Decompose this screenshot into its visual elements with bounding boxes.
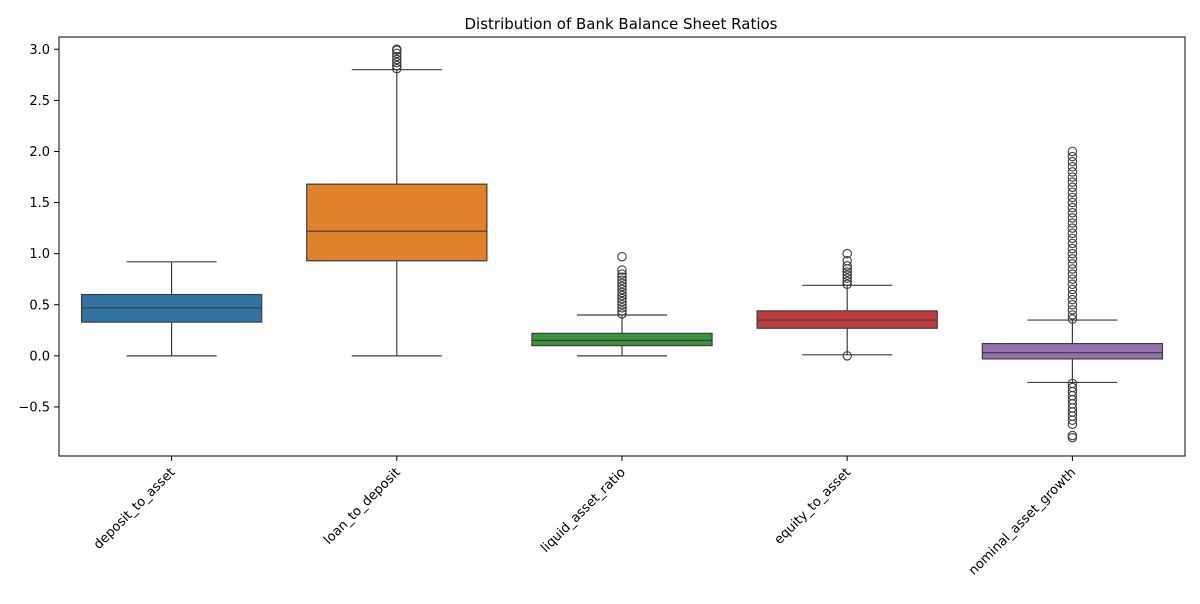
outlier-point [392, 54, 402, 65]
outlier-point [1067, 274, 1078, 284]
box-iqr [981, 342, 1164, 360]
outlier-point [1067, 182, 1078, 192]
y-tick-label: 1.5 [29, 196, 50, 211]
outlier-point [1067, 430, 1078, 441]
outlier-point [617, 287, 627, 298]
outlier-point [392, 51, 402, 62]
outlier-point [1067, 279, 1078, 290]
x-tick-label: loan_to_deposit [321, 465, 404, 548]
outlier-point [842, 276, 852, 286]
outlier-point [1067, 238, 1078, 249]
outlier-point [842, 261, 852, 271]
outlier-point [617, 275, 627, 285]
outlier-point [617, 269, 627, 279]
y-tick-label: 2.0 [29, 145, 50, 160]
outlier-point [617, 300, 627, 310]
outlier-point [1067, 167, 1078, 177]
y-tick-label: 2.5 [29, 94, 50, 109]
outlier-point [1067, 151, 1078, 162]
outlier-point [617, 306, 627, 316]
outlier-point [392, 57, 402, 68]
outlier-point [1067, 228, 1078, 238]
outlier-point [1067, 208, 1078, 218]
outlier-point [1067, 223, 1078, 233]
box-iqr [531, 332, 713, 347]
outlier-point [1067, 192, 1078, 203]
outlier-point [1067, 432, 1078, 443]
x-tick-label: equity_to_asset [772, 465, 854, 547]
outlier-point [1067, 314, 1078, 324]
outlier-point [1067, 254, 1078, 264]
outlier-point [1067, 172, 1078, 182]
outlier-point [617, 278, 627, 289]
outlier-point [617, 272, 627, 282]
outlier-point [617, 309, 627, 319]
outlier-point [1067, 202, 1078, 213]
outlier-point [392, 44, 402, 55]
outlier-point [617, 290, 627, 301]
outlier-point [842, 248, 852, 259]
y-tick-label: 0.0 [29, 349, 50, 364]
axes-frame [58, 36, 1186, 457]
outlier-point [1067, 284, 1078, 295]
outlier-point [1067, 162, 1078, 172]
outlier-point [1067, 197, 1078, 208]
outlier-point [617, 251, 627, 262]
outlier-point [1067, 218, 1078, 228]
box-group-nominal-asset-growth [981, 146, 1164, 443]
y-tick-label: 0.5 [29, 298, 50, 313]
outlier-point [1067, 289, 1078, 300]
outlier-point [1067, 300, 1078, 310]
x-tick-label: liquid_asset_ratio [538, 465, 629, 556]
plot-area [80, 44, 1164, 443]
outlier-point [842, 279, 852, 290]
outlier-point [1067, 187, 1078, 198]
outlier-point [617, 293, 627, 304]
chart-title: Distribution of Bank Balance Sheet Ratio… [464, 15, 777, 33]
outlier-point [1067, 305, 1078, 315]
outlier-point [1067, 269, 1078, 279]
outlier-point [1067, 243, 1078, 254]
outlier-point [1067, 264, 1078, 274]
outlier-point [1067, 213, 1078, 223]
outlier-point [1067, 248, 1078, 259]
box-iqr [306, 183, 488, 262]
outlier-point [1067, 177, 1078, 187]
y-tick-label: 1.0 [29, 247, 50, 262]
outlier-point [842, 267, 852, 277]
outlier-point [1067, 156, 1078, 167]
outlier-point [617, 284, 627, 295]
outlier-point [1067, 146, 1078, 157]
outlier-point [617, 296, 627, 307]
box-group-liquid-asset-ratio [531, 251, 713, 357]
x-tick-label: deposit_to_asset [91, 465, 178, 552]
outlier-point [392, 48, 402, 59]
outlier-point [1067, 259, 1078, 269]
outlier-point [842, 270, 852, 280]
outlier-point [842, 351, 852, 361]
outlier-point [1067, 415, 1078, 425]
box-group-loan-to-deposit [306, 44, 488, 357]
outlier-point [392, 63, 402, 74]
y-tick-label: −0.5 [18, 400, 50, 415]
outlier-point [1067, 310, 1078, 320]
outlier-point [842, 256, 852, 266]
box-group-equity-to-asset [756, 248, 938, 361]
outlier-point [1067, 233, 1078, 244]
box-group-deposit-to-asset [80, 261, 263, 357]
outlier-point [842, 273, 852, 283]
x-tick-label: nominal_asset_growth [966, 465, 1079, 578]
outlier-point [392, 60, 402, 71]
outlier-point [617, 265, 627, 275]
outlier-point [617, 303, 627, 313]
outlier-point [617, 281, 627, 292]
outlier-point [1067, 294, 1078, 305]
y-tick-label: 3.0 [29, 43, 50, 58]
outlier-point [1067, 419, 1078, 430]
